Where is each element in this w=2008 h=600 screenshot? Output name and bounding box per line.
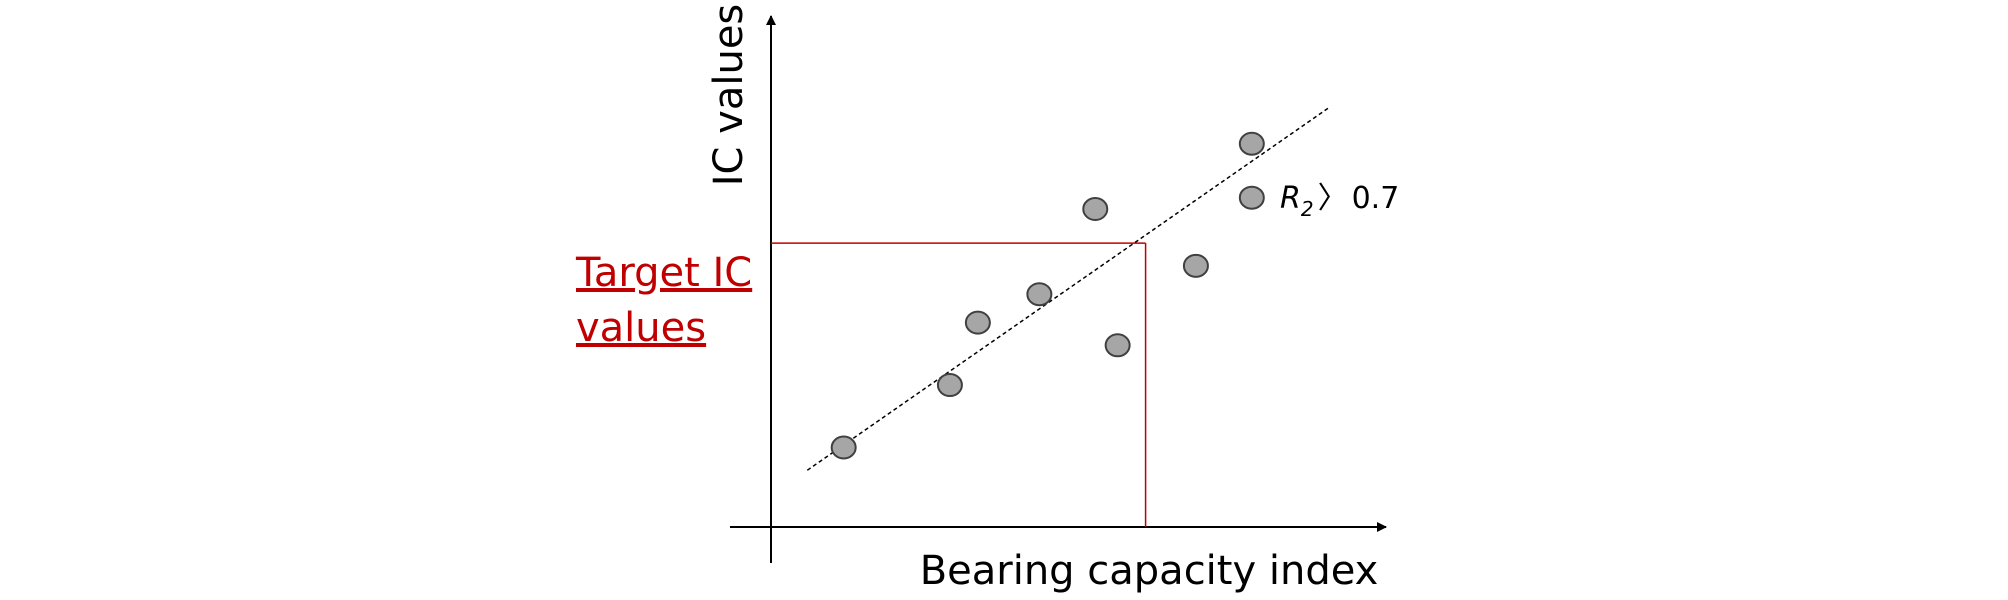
data-point-2: [936, 373, 963, 398]
r-subscript: 2: [1301, 197, 1314, 221]
y-axis-title: IC values: [706, 4, 752, 187]
target-ic-label-line-2: values: [576, 305, 706, 351]
data-point-8: [1238, 185, 1265, 210]
data-point-4: [1026, 282, 1053, 307]
data-point-9: [1238, 131, 1265, 156]
target-ic-label-line-1: Target IC: [575, 250, 752, 296]
data-point-1: [830, 435, 857, 460]
r2-comparator: 〉: [1318, 181, 1348, 216]
x-axis-title: Bearing capacity index: [920, 548, 1379, 594]
trendline-group: [806, 106, 1331, 471]
data-point-6: [1104, 333, 1131, 358]
data-points: [830, 131, 1265, 460]
r2-annotation: R2 〉 0.7: [1280, 181, 1399, 221]
data-point-7: [1182, 253, 1209, 278]
r2-value: 0.7: [1352, 181, 1400, 216]
data-point-3: [964, 310, 991, 335]
axes: [730, 15, 1387, 563]
target-guides: [771, 242, 1147, 527]
trendline: [806, 106, 1331, 471]
r-symbol: R: [1280, 181, 1301, 216]
data-point-5: [1082, 197, 1109, 222]
